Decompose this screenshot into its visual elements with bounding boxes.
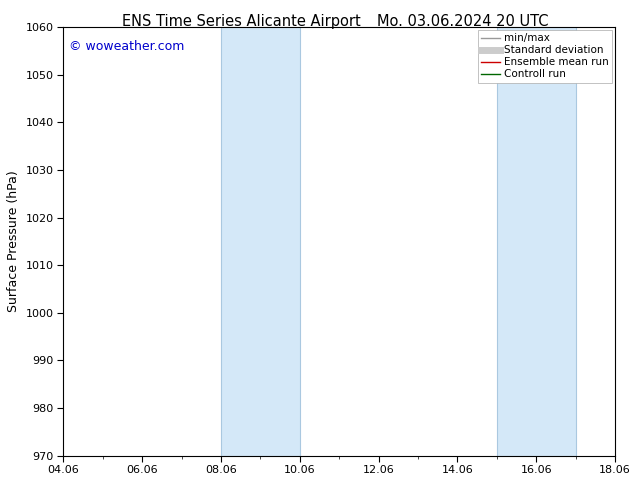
Bar — [497, 27, 576, 456]
Text: © woweather.com: © woweather.com — [69, 40, 184, 53]
Y-axis label: Surface Pressure (hPa): Surface Pressure (hPa) — [7, 171, 20, 312]
Text: ENS Time Series Alicante Airport: ENS Time Series Alicante Airport — [122, 14, 360, 29]
Legend: min/max, Standard deviation, Ensemble mean run, Controll run: min/max, Standard deviation, Ensemble me… — [478, 30, 612, 83]
Bar — [221, 27, 300, 456]
Text: Mo. 03.06.2024 20 UTC: Mo. 03.06.2024 20 UTC — [377, 14, 548, 29]
